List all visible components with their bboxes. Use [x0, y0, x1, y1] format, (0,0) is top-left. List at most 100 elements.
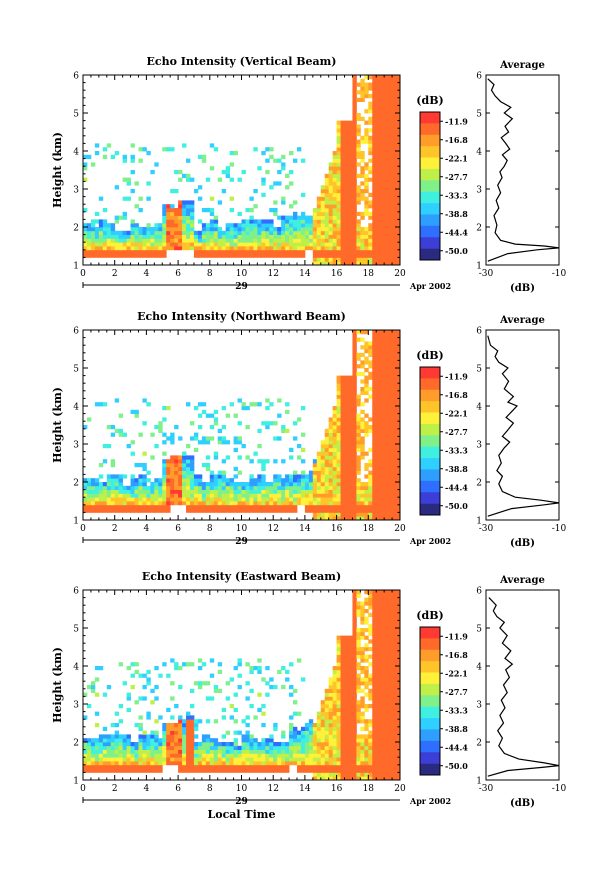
- heatmap-cell: [324, 204, 330, 209]
- heatmap-cell: [388, 383, 393, 388]
- heatmap-cell: [336, 375, 341, 380]
- heatmap-cell: [170, 246, 175, 251]
- heatmap-cell: [388, 635, 393, 640]
- heatmap-cell: [384, 333, 389, 338]
- heatmap-cell: [186, 742, 191, 747]
- heatmap-cell: [320, 734, 326, 739]
- heatmap-cell: [102, 489, 108, 494]
- heatmap-cell: [344, 242, 349, 247]
- heatmap-cell: [304, 215, 310, 220]
- heatmap-cell: [344, 463, 349, 468]
- heatmap-cell: [384, 485, 389, 490]
- heatmap-cell: [328, 211, 334, 216]
- heatmap-cell: [154, 444, 159, 449]
- heatmap-cell: [340, 639, 345, 644]
- heatmap-cell: [106, 749, 112, 754]
- heatmap-cell: [380, 707, 385, 712]
- heatmap-cell: [118, 249, 124, 254]
- heatmap-cell: [289, 230, 294, 235]
- heatmap-cell: [376, 170, 381, 175]
- heatmap-cell: [197, 482, 203, 487]
- heatmap-cell: [380, 189, 385, 194]
- heatmap-cell: [332, 685, 337, 690]
- heatmap-cell: [340, 379, 345, 384]
- heatmap-cell: [384, 745, 389, 750]
- heatmap-cell: [332, 196, 337, 201]
- heatmap-cell: [356, 700, 361, 705]
- heatmap-cell: [328, 738, 334, 743]
- heatmap-cell: [352, 75, 357, 80]
- heatmap-cell: [364, 466, 369, 471]
- heatmap-cell: [396, 189, 401, 194]
- heatmap-cell: [380, 432, 385, 437]
- heatmap-cell: [364, 428, 369, 433]
- heatmap-cell: [98, 742, 104, 747]
- heatmap-cell: [118, 413, 124, 418]
- heatmap-cell: [300, 761, 306, 766]
- heatmap-cell: [360, 508, 365, 513]
- heatmap-cell: [257, 474, 262, 479]
- colorbar-level-label: -33.3: [445, 190, 468, 200]
- heatmap-cell: [380, 90, 385, 95]
- heatmap-cell: [245, 482, 250, 487]
- heatmap-cell: [344, 776, 349, 781]
- heatmap-cell: [356, 711, 361, 716]
- heatmap-cell: [352, 516, 357, 521]
- x-tick-label: 20: [394, 269, 406, 279]
- heatmap-cell: [364, 707, 369, 712]
- heatmap-cell: [372, 436, 377, 441]
- heatmap-cell: [277, 749, 282, 754]
- heatmap-cell: [269, 402, 274, 407]
- panel-title: Echo Intensity (Northward Beam): [137, 310, 346, 323]
- heatmap-cell: [189, 470, 195, 475]
- heatmap-cell: [328, 200, 334, 205]
- heatmap-cell: [396, 147, 401, 152]
- heatmap-cell: [376, 387, 381, 392]
- heatmap-cell: [320, 215, 326, 220]
- heatmap-cell: [392, 230, 397, 235]
- heatmap-cell: [217, 234, 223, 239]
- heatmap-cell: [332, 440, 337, 445]
- heatmap-cell: [384, 662, 389, 667]
- heatmap-cell: [300, 482, 306, 487]
- heatmap-cell: [348, 440, 353, 445]
- heatmap-cell: [265, 489, 270, 494]
- heatmap-cell: [352, 135, 357, 140]
- heatmap-cell: [396, 352, 401, 357]
- heatmap-cell: [392, 120, 397, 125]
- heatmap-cell: [396, 368, 401, 373]
- heatmap-cell: [312, 757, 318, 762]
- heatmap-cell: [154, 768, 159, 773]
- heatmap-cell: [376, 349, 381, 354]
- heatmap-cell: [384, 151, 389, 156]
- heatmap-cell: [332, 428, 337, 433]
- heatmap-cell: [261, 768, 266, 773]
- heatmap-cell: [122, 177, 127, 182]
- heatmap-cell: [360, 257, 365, 262]
- heatmap-cell: [392, 761, 397, 766]
- heatmap-cell: [372, 246, 377, 251]
- heatmap-cell: [241, 493, 246, 498]
- heatmap-cell: [324, 734, 330, 739]
- heatmap-cell: [83, 493, 88, 498]
- heatmap-cell: [217, 440, 223, 445]
- heatmap-cell: [352, 428, 357, 433]
- profile-x-label: (dB): [510, 283, 535, 294]
- heatmap-cell: [94, 246, 100, 251]
- heatmap-cell: [356, 673, 361, 678]
- heatmap-cell: [158, 768, 163, 773]
- heatmap-cell: [289, 753, 294, 758]
- heatmap-cell: [265, 242, 270, 247]
- heatmap-cell: [90, 745, 96, 750]
- heatmap-cell: [83, 234, 88, 239]
- heatmap-cell: [90, 489, 96, 494]
- heatmap-cell: [336, 440, 341, 445]
- heatmap-cell: [158, 757, 163, 762]
- heatmap-cell: [233, 413, 238, 418]
- heatmap-cell: [213, 253, 219, 258]
- heatmap-cell: [340, 219, 345, 224]
- heatmap-cell: [368, 120, 373, 125]
- heatmap-cell: [221, 761, 227, 766]
- x-tick-label: 2: [112, 269, 118, 279]
- heatmap-cell: [384, 406, 389, 411]
